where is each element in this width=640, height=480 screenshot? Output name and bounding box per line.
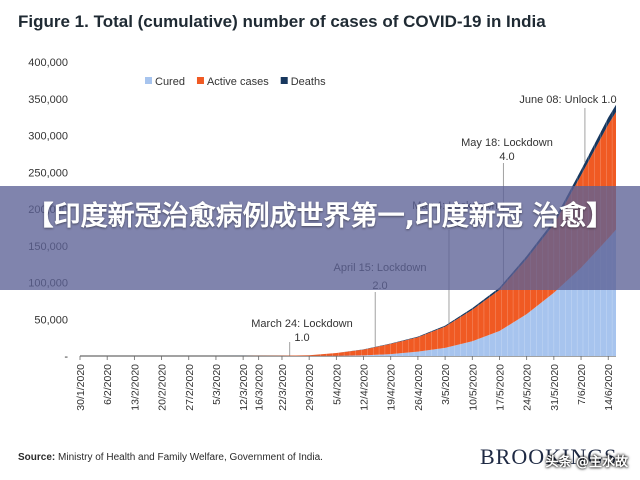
- y-tick-label: 350,000: [28, 94, 68, 106]
- source-text: Ministry of Health and Family Welfare, G…: [55, 452, 323, 463]
- legend-cured-label: Cured: [155, 76, 185, 88]
- legend-active-cases-swatch: [196, 77, 204, 84]
- x-tick-label: 13/2/2020: [129, 364, 141, 411]
- legend-deaths-swatch: [280, 77, 288, 84]
- x-tick-label: 29/3/2020: [304, 364, 316, 411]
- title-banner: [0, 186, 640, 290]
- x-tick-label: 22/3/2020: [277, 364, 289, 411]
- brookings-logo: BROOKINGS: [480, 444, 618, 469]
- annotation-sublabel: 1.0: [294, 332, 309, 344]
- source-note: Source: Ministry of Health and Family We…: [18, 452, 323, 463]
- x-tick-label: 5/4/2020: [331, 364, 343, 405]
- x-tick-label: 19/4/2020: [386, 364, 398, 411]
- x-tick-label: 6/2/2020: [102, 364, 114, 405]
- source-label: Source:: [18, 452, 56, 463]
- x-tick-label: 12/3/2020: [238, 364, 250, 411]
- x-tick-label: 20/2/2020: [157, 364, 169, 411]
- x-tick-label: 26/4/2020: [413, 364, 425, 411]
- annotation-label: June 08: Unlock 1.0: [519, 94, 616, 106]
- cured-area: [80, 229, 616, 356]
- x-tick-label: 3/5/2020: [440, 364, 452, 405]
- x-tick-label: 24/5/2020: [522, 364, 534, 411]
- y-tick-label: 50,000: [34, 314, 68, 326]
- x-tick-label: 5/3/2020: [211, 364, 223, 405]
- x-tick-label: 31/5/2020: [549, 364, 561, 411]
- x-tick-label: 16/3/2020: [254, 364, 266, 411]
- x-tick-label: 27/2/2020: [184, 364, 196, 411]
- figure-title: Figure 1. Total (cumulative) number of c…: [18, 12, 546, 31]
- y-tick-label: 300,000: [28, 131, 68, 143]
- watermark: 头条 @主水故: [545, 455, 628, 470]
- x-tick-label: 30/1/2020: [75, 364, 87, 411]
- y-tick-label: 250,000: [28, 167, 68, 179]
- legend-active-cases-label: Active cases: [207, 76, 269, 88]
- x-tick-label: 12/4/2020: [359, 364, 371, 411]
- legend: Cured Active cases Deaths: [145, 76, 326, 88]
- y-tick-label: -: [64, 351, 68, 363]
- banner-headline: 【印度新冠治愈病例成世界第一,印度新冠 治愈】: [26, 201, 614, 232]
- x-tick-labels: 30/1/2020 6/2/2020 13/2/2020 20/2/2020 27/2/…: [75, 356, 615, 411]
- annotation-sublabel: 4.0: [499, 151, 514, 163]
- y-tick-label: 400,000: [28, 57, 68, 69]
- x-tick-label: 10/5/2020: [467, 364, 479, 411]
- x-tick-label: 17/5/2020: [494, 364, 506, 411]
- annotation-label: March 24: Lockdown: [251, 318, 353, 330]
- legend-deaths-label: Deaths: [291, 76, 326, 88]
- annotation-label: May 18: Lockdown: [461, 137, 553, 149]
- x-tick-label: 7/6/2020: [576, 364, 588, 405]
- legend-cured-swatch: [145, 77, 152, 84]
- x-tick-label: 14/6/2020: [603, 364, 615, 411]
